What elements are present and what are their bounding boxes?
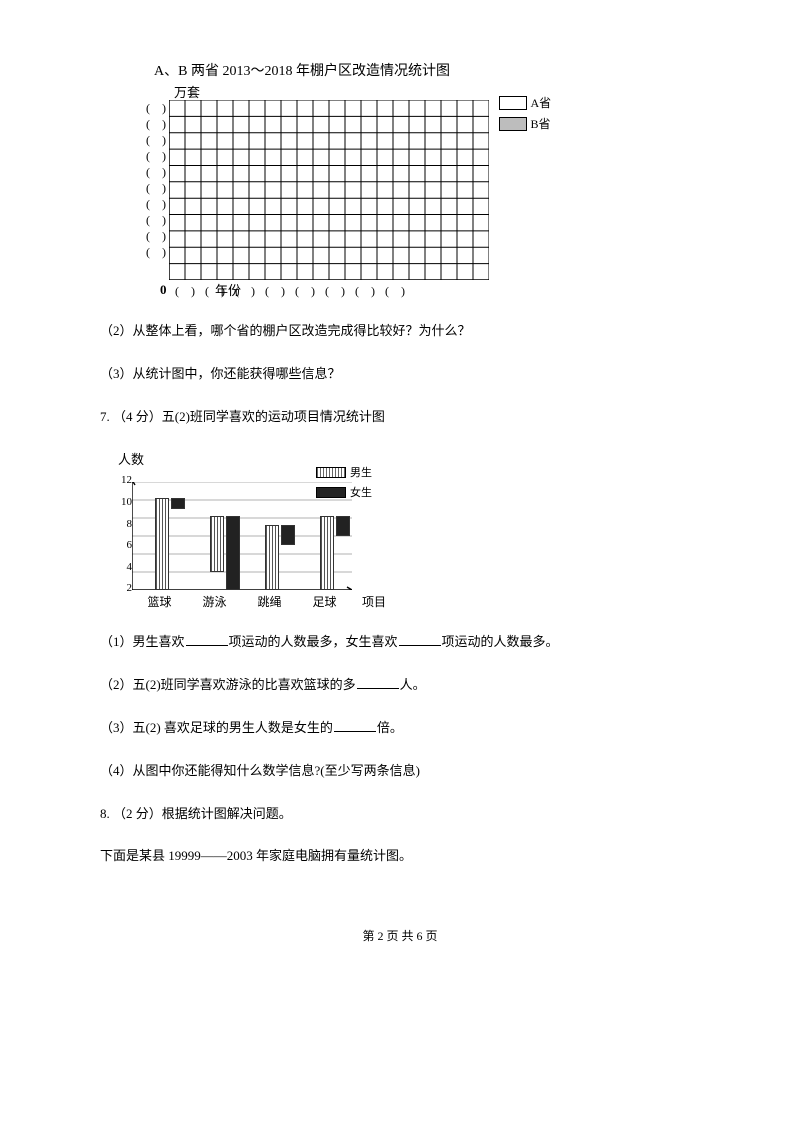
question-8-line: 下面是某县 19999——2003 年家庭电脑拥有量统计图。 [100,846,700,867]
bar-girl-足球 [336,516,350,536]
legend-b: B省 [499,115,552,132]
blank [399,633,441,646]
bar-girl-跳绳 [281,525,295,545]
question-2: （2）从整体上看，哪个省的棚户区改造完成得比较好？为什么？ [100,321,700,342]
chart1-y-ticks: ( )( )( )( )( )( )( )( )( )( ) [130,86,166,260]
chart1-svg [169,100,489,280]
chart1-x-tick-labels: ( )( )( )( )( )( )( )( ) [170,282,200,299]
page-footer: 第 2 页 共 6 页 [100,927,700,944]
legend-b-label: B省 [531,115,551,132]
chart1-y-axis-label: 万套 [174,82,200,101]
chart1: A、B 两省 2013～2018 年棚户区改造情况统计图 万套 ( )( )( … [130,60,700,299]
legend-boy: 男生 [316,464,372,480]
footer-b: 页 共 [383,929,416,943]
bar-girl-游泳 [226,516,240,590]
chart1-title: A、B 两省 2013～2018 年棚户区改造情况统计图 [154,60,700,80]
bar-boy-篮球 [155,498,169,590]
question-3: （3）从统计图中，你还能获得哪些信息？ [100,364,700,385]
q7-1-a: （1）男生喜欢 [100,634,185,649]
chart1-legend: A省 B省 [499,94,552,136]
legend-a: A省 [499,94,552,111]
chart2-x-ticks: 篮球游泳跳绳足球 [132,593,352,610]
legend-swatch-b [499,117,527,131]
bar-boy-游泳 [210,516,224,572]
chart1-x-ticks: ( )( )( )( )( )( )( )( ) 年份 [170,280,700,299]
question-7-4: （4）从图中你还能得知什么数学信息?(至少写两条信息) [100,761,700,782]
legend-swatch-a [499,96,527,110]
q7-1-c: 项运动的人数最多。 [442,634,559,649]
question-7-2: （2）五(2)班同学喜欢游泳的比喜欢篮球的多 人。 [100,675,700,696]
question-8-stem: 8. （2 分）根据统计图解决问题。 [100,804,700,825]
legend-a-label: A省 [531,94,552,111]
footer-c: 页 [423,929,438,943]
q7-3-a: （3）五(2) 喜欢足球的男生人数是女生的 [100,720,333,735]
chart2: 人数 12108642 男生 女生 [110,449,390,610]
chart2-plot: 男生 女生 篮球游泳跳绳足球 项目 [132,470,352,610]
question-7-3: （3）五(2) 喜欢足球的男生人数是女生的 倍。 [100,718,700,739]
chart1-x-axis-label: 年份 [213,280,243,299]
chart1-grid [169,100,489,280]
question-7-stem: 7. （4 分）五(2)班同学喜欢的运动项目情况统计图 [100,407,700,428]
q7-2-b: 人。 [400,677,426,692]
legend-swatch-boy [316,467,346,478]
chart1-zero-label: 0 [160,282,167,298]
chart2-x-axis-label: 项目 [362,593,386,610]
q7-1-b: 项运动的人数最多，女生喜欢 [229,634,398,649]
blank [334,719,376,732]
blank [186,633,228,646]
question-7-1: （1）男生喜欢 项运动的人数最多，女生喜欢 项运动的人数最多。 [100,632,700,653]
bar-boy-足球 [320,516,334,590]
page: A、B 两省 2013～2018 年棚户区改造情况统计图 万套 ( )( )( … [0,0,800,984]
bar-girl-篮球 [171,498,185,509]
bar-boy-跳绳 [265,525,279,590]
footer-a: 第 [362,929,377,943]
legend-girl-label: 女生 [350,484,372,500]
q7-3-b: 倍。 [377,720,403,735]
chart2-y-ticks: 12108642 [110,470,132,594]
legend-boy-label: 男生 [350,464,372,480]
blank [357,676,399,689]
chart1-area: 万套 ( )( )( )( )( )( )( )( )( )( ) A省 B省 … [130,86,700,280]
q7-2-a: （2）五(2)班同学喜欢游泳的比喜欢篮球的多 [100,677,356,692]
